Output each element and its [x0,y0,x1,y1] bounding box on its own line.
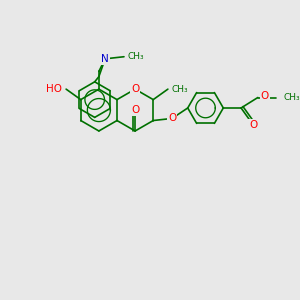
Text: O: O [249,121,258,130]
Text: N: N [101,54,109,64]
Text: O: O [168,113,176,123]
Text: O: O [131,84,139,94]
Text: O: O [131,105,139,115]
Text: CH₃: CH₃ [128,52,144,61]
Text: CH₃: CH₃ [284,93,300,102]
Text: O: O [261,91,269,100]
Text: HO: HO [46,84,62,94]
Text: CH₃: CH₃ [172,85,188,94]
